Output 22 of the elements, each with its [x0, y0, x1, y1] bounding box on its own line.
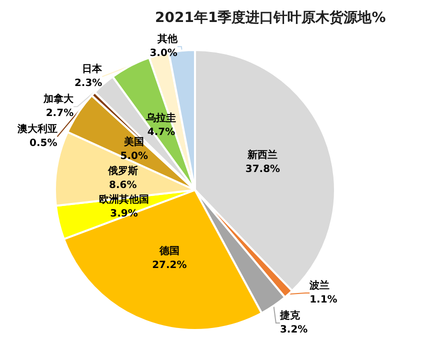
- data-label: 3.2%: [280, 324, 308, 336]
- data-label: 27.2%: [152, 260, 187, 271]
- slice-label: 俄罗斯: [106, 165, 138, 178]
- data-label: 0.5%: [30, 138, 58, 150]
- slice-label: 捷克: [278, 310, 301, 322]
- slice-label: 澳大利亚: [16, 123, 58, 136]
- data-label: 37.8%: [245, 164, 280, 176]
- data-label: 3.0%: [150, 48, 178, 60]
- data-label: 8.6%: [109, 180, 137, 192]
- slice-label: 加拿大: [42, 93, 75, 106]
- data-label: 2.7%: [46, 108, 74, 120]
- data-label: 2.3%: [74, 78, 102, 90]
- data-label: 1.1%: [310, 294, 338, 306]
- slice-label: 日本: [82, 63, 104, 76]
- data-label: 5.0%: [120, 151, 148, 162]
- chart-title: 2021年1季度进口针叶原木货源地%: [155, 9, 386, 26]
- slice-label: 乌拉圭: [145, 112, 176, 124]
- slice-label: 其他: [156, 33, 178, 46]
- slice-label: 德国: [158, 244, 180, 257]
- slice-label: 新西兰: [246, 149, 278, 162]
- slice-label: 波兰: [308, 280, 330, 292]
- slice-label: 美国: [123, 136, 144, 148]
